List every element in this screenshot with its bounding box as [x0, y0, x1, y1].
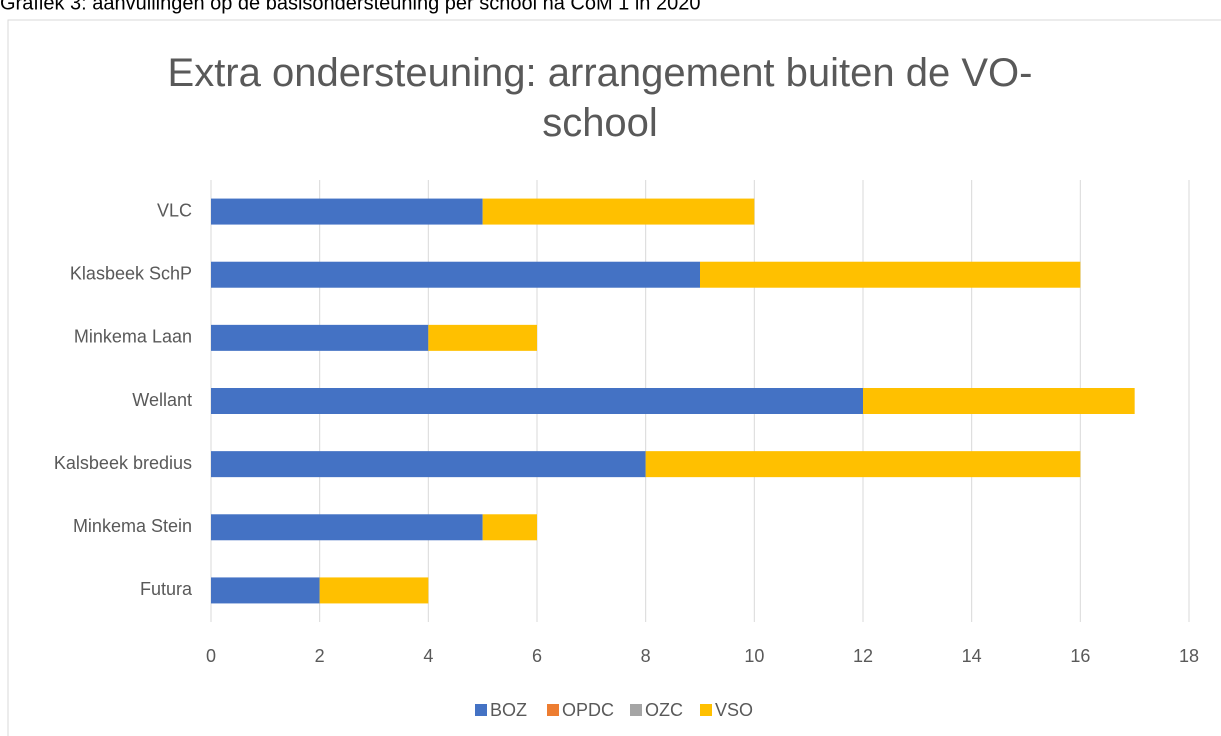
x-tick-label: 2 — [315, 646, 325, 666]
x-tick-label: 18 — [1179, 646, 1199, 666]
legend-swatch — [700, 704, 712, 716]
x-tick-label: 10 — [744, 646, 764, 666]
bar-segment — [211, 261, 700, 288]
x-tick-label: 8 — [641, 646, 651, 666]
legend-label: OPDC — [562, 700, 614, 720]
x-tick-label: 6 — [532, 646, 542, 666]
chart-title: Extra ondersteuning: arrangement buiten … — [168, 51, 1033, 145]
bar-segment — [482, 198, 755, 225]
bar-segment — [700, 261, 1081, 288]
x-tick-label: 14 — [962, 646, 982, 666]
bar-segment — [211, 451, 646, 478]
y-tick-label: Minkema Laan — [74, 327, 192, 347]
x-tick-label: 12 — [853, 646, 873, 666]
legend-swatch — [547, 704, 559, 716]
legend-label: VSO — [715, 700, 753, 720]
bar-segment — [211, 577, 320, 604]
legend-label: OZC — [645, 700, 683, 720]
chart-border — [7, 19, 1221, 736]
legend-label: BOZ — [490, 700, 527, 720]
bar-segment — [211, 198, 483, 225]
y-tick-label: Futura — [140, 579, 193, 599]
y-tick-label: VLC — [157, 200, 192, 220]
y-tick-label: Wellant — [132, 390, 192, 410]
bar-segment — [319, 577, 429, 604]
y-tick-label: Kalsbeek bredius — [54, 453, 192, 473]
y-tick-label: Klasbeek SchP — [70, 263, 192, 283]
bar-segment — [211, 388, 863, 414]
x-tick-label: 4 — [423, 646, 433, 666]
legend-swatch — [475, 704, 487, 716]
x-tick-label: 0 — [206, 646, 216, 666]
bar-segment — [211, 324, 429, 351]
bar-segment — [482, 514, 537, 541]
bar-segment — [863, 388, 1135, 414]
bar-segment — [645, 451, 1081, 478]
caption: Grafiek 3: aanvullingen op de basisonder… — [0, 0, 700, 14]
legend-swatch — [630, 704, 642, 716]
x-tick-label: 16 — [1070, 646, 1090, 666]
bar-segment — [211, 514, 483, 541]
bar-segment — [428, 324, 537, 351]
y-tick-label: Minkema Stein — [73, 516, 192, 536]
